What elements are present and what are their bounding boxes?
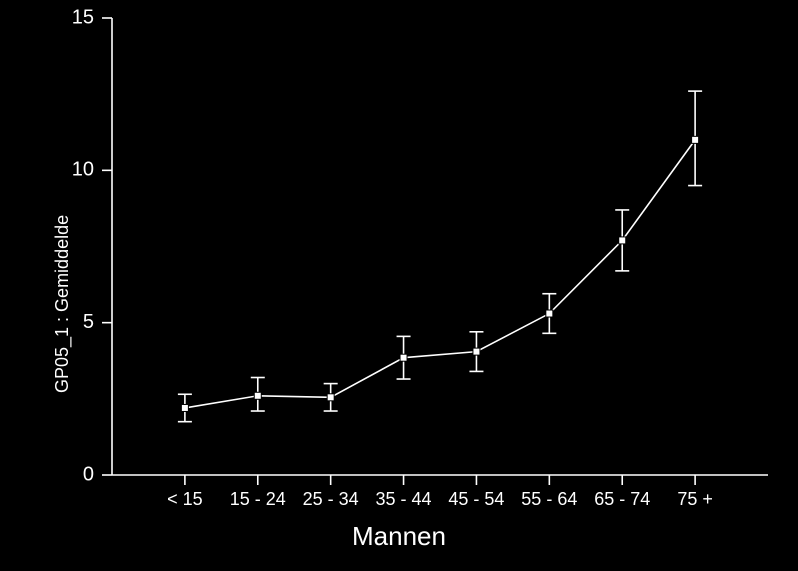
x-tick-label: < 15: [167, 489, 203, 509]
data-marker: [692, 136, 699, 143]
data-marker: [473, 348, 480, 355]
y-tick-label: 5: [83, 311, 94, 333]
x-axis-label: Mannen: [0, 521, 798, 552]
x-tick-label: 55 - 64: [521, 489, 577, 509]
x-tick-label: 45 - 54: [448, 489, 504, 509]
chart-svg: 0 5 10 15 < 15 15 - 24 25 - 34 35 - 44 45 - 54 55…: [0, 0, 798, 571]
data-marker: [181, 404, 188, 411]
chart-background: [0, 0, 798, 571]
x-tick-label: 35 - 44: [376, 489, 432, 509]
x-tick-label: 75 +: [677, 489, 713, 509]
chart-container: 0 5 10 15 < 15 15 - 24 25 - 34 35 - 44 45 - 54 55…: [0, 0, 798, 571]
x-tick-label: 65 - 74: [594, 489, 650, 509]
y-axis-label: GP05_1 : Gemiddelde: [52, 215, 73, 393]
data-marker: [327, 394, 334, 401]
data-marker: [254, 392, 261, 399]
data-marker: [400, 354, 407, 361]
x-tick-label: 25 - 34: [303, 489, 359, 509]
data-marker: [546, 310, 553, 317]
x-tick-label: 15 - 24: [230, 489, 286, 509]
y-tick-label: 10: [72, 159, 94, 181]
y-tick-label: 0: [83, 463, 94, 485]
y-tick-label: 15: [72, 6, 94, 28]
data-marker: [619, 237, 626, 244]
